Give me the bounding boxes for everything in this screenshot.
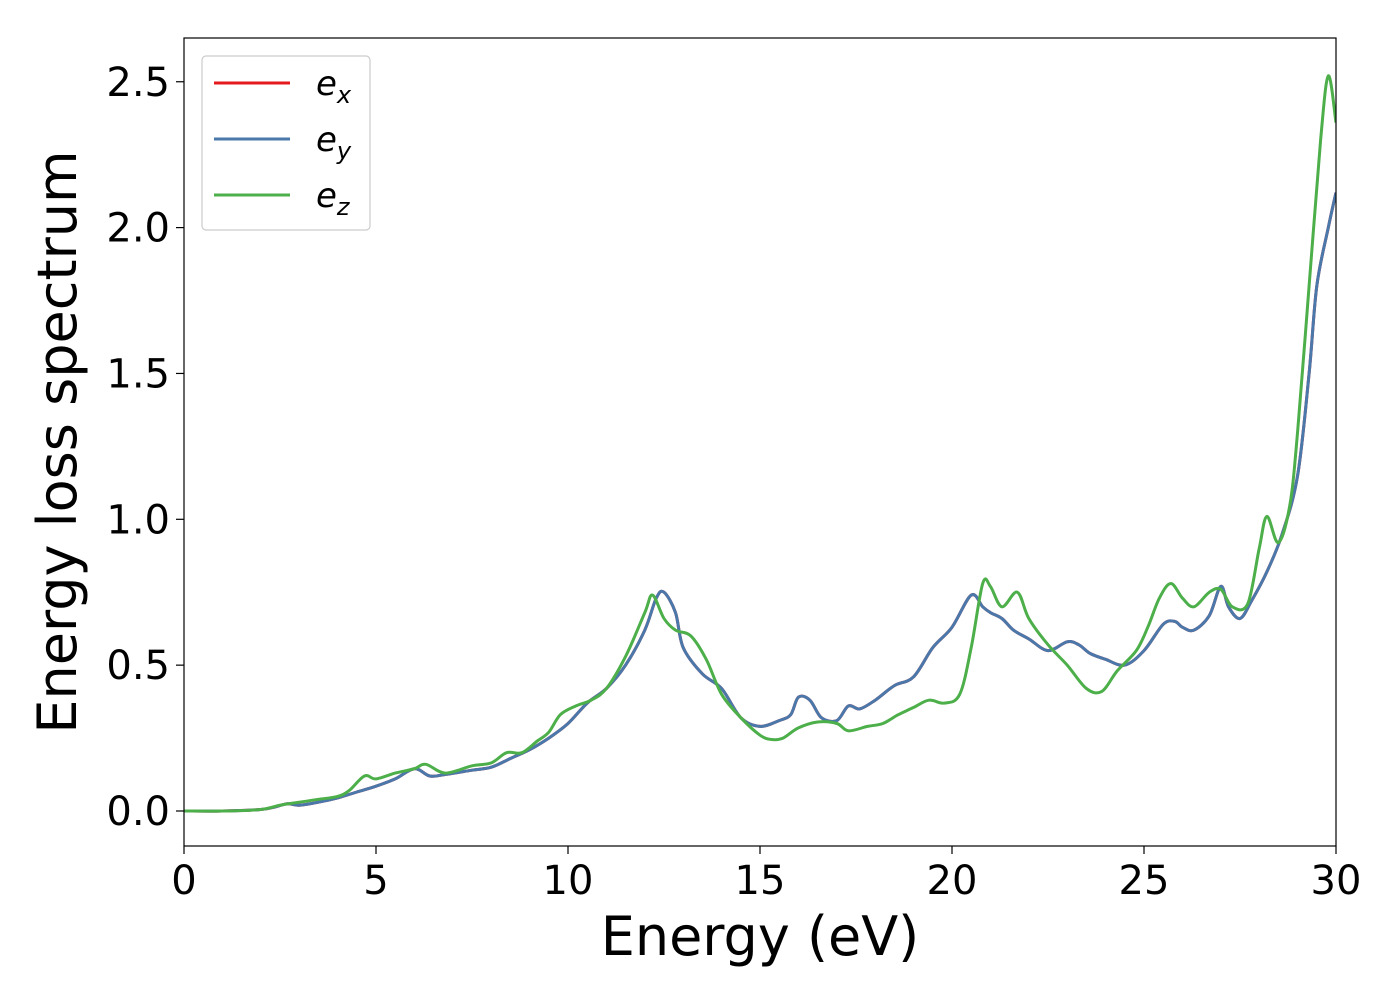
y-tick-label: 0.5 <box>106 643 170 689</box>
legend-label-y: ey <box>316 120 352 165</box>
legend-frame <box>201 55 371 231</box>
series-layer <box>184 74 1336 813</box>
y-tick-label: 1.0 <box>106 497 170 543</box>
x-tick-label: 20 <box>927 858 978 904</box>
y-axis-title: Energy loss spectrum <box>26 150 89 733</box>
x-tick-label: 0 <box>171 858 196 904</box>
legend: ex ey ez <box>201 55 371 231</box>
y-tick-label: 1.5 <box>106 351 170 397</box>
y-tick-label: 2.5 <box>106 60 170 106</box>
legend-label-z: ez <box>316 176 351 221</box>
x-tick-label: 10 <box>543 858 594 904</box>
y-axis-ticks: 0.0 0.5 1.0 1.5 2.0 2.5 <box>106 60 184 835</box>
y-tick-label: 2.0 <box>106 206 170 252</box>
legend-label-x: ex <box>316 64 352 109</box>
x-tick-label: 15 <box>735 858 786 904</box>
x-axis-title: Energy (eV) <box>601 905 920 968</box>
plot-area <box>184 38 1336 846</box>
x-tick-label: 30 <box>1311 858 1362 904</box>
y-tick-label: 0.0 <box>106 789 170 835</box>
x-axis-ticks: 0 5 10 15 20 25 30 <box>171 846 1361 904</box>
x-tick-label: 25 <box>1119 858 1170 904</box>
series-line-z <box>184 74 1336 813</box>
x-tick-label: 5 <box>363 858 388 904</box>
